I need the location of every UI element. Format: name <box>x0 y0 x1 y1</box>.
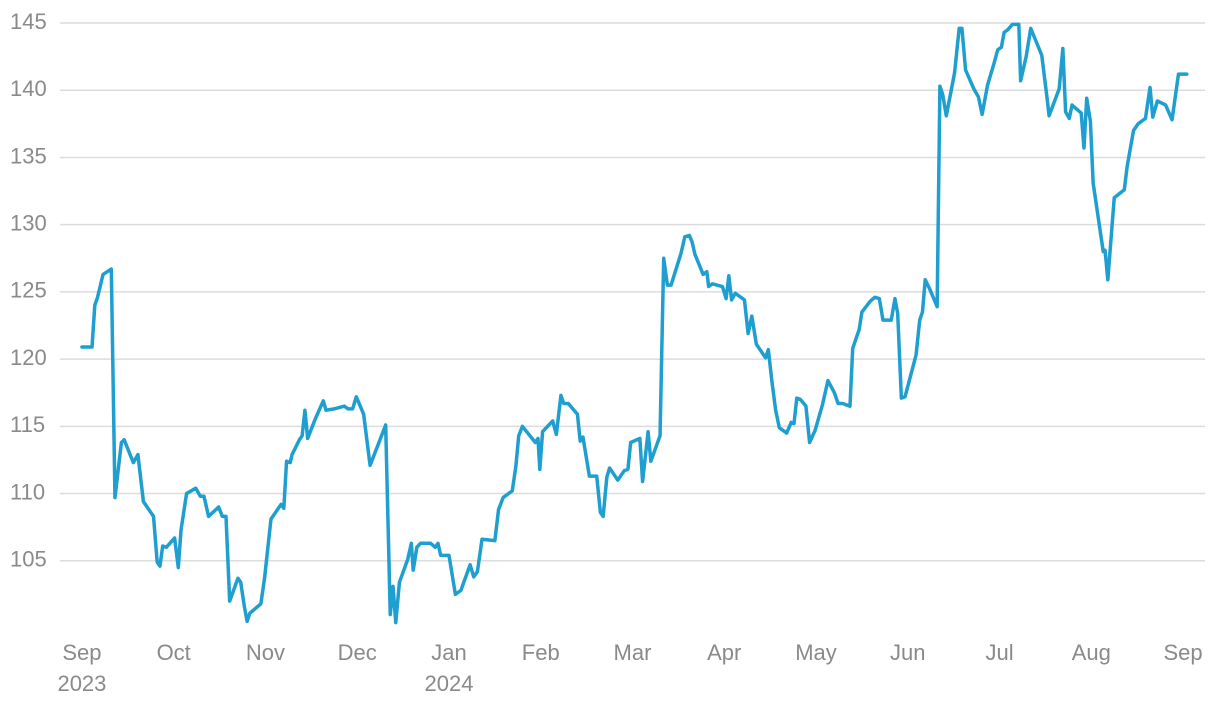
x-tick-label: Jan 2024 <box>424 640 474 696</box>
x-tick-label: Mar <box>613 640 652 665</box>
y-tick-label: 125 <box>10 278 47 303</box>
y-tick-label: 110 <box>10 479 45 504</box>
y-tick-label: 105 <box>10 547 47 572</box>
x-tick-label: Dec <box>337 640 377 665</box>
x-tick-label: Aug <box>1071 640 1111 665</box>
x-tick-label: Jul <box>985 640 1014 665</box>
x-tick-label: Nov <box>245 640 286 665</box>
y-tick-label: 115 <box>10 412 45 437</box>
y-tick-label: 145 <box>10 9 47 34</box>
price-line <box>80 22 1189 625</box>
y-tick-label: 130 <box>10 210 47 235</box>
x-tick-label: Jun <box>890 640 926 665</box>
x-tick-label: Feb <box>521 640 560 665</box>
y-tick-label: 135 <box>10 143 47 168</box>
x-tick-label: Apr <box>707 640 742 665</box>
x-tick-label: Sep <box>1163 640 1203 665</box>
y-tick-label: 140 <box>10 76 47 101</box>
x-tick-label: Oct <box>156 640 191 665</box>
y-tick-label: 120 <box>10 345 47 370</box>
x-tick-label: May <box>795 640 837 665</box>
x-tick-label: Sep 2023 <box>57 640 107 696</box>
